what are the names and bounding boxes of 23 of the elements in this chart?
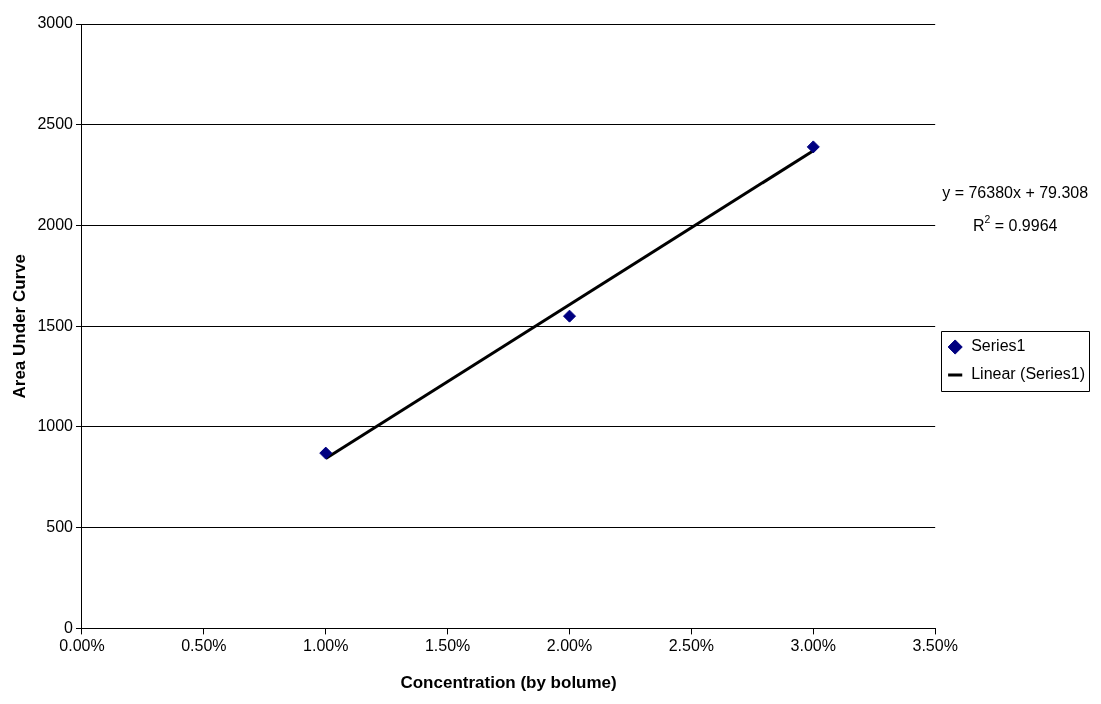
- x-tick-label: 0.50%: [181, 637, 227, 655]
- x-tick-label: 1.50%: [424, 637, 471, 655]
- legend-label: Linear (Series1): [971, 365, 1085, 383]
- y-tick-label: 2000: [37, 215, 74, 233]
- y-tick-label: 2500: [37, 115, 74, 133]
- x-tick-label: 2.00%: [546, 637, 593, 655]
- point: [563, 309, 577, 323]
- y-tick-label: 1500: [37, 316, 74, 334]
- y-tick-label: 3000: [37, 14, 74, 32]
- point: [319, 446, 333, 460]
- legend-label: Series1: [971, 337, 1026, 355]
- text: y = 76380x + 79.308: [942, 184, 1089, 202]
- x-axis-title: Concentration (by bolume): [400, 673, 617, 693]
- x-tick-label: 2.50%: [668, 637, 715, 655]
- x-tick-label: 3.00%: [790, 637, 836, 655]
- y-tick-label: 0: [64, 618, 74, 636]
- y-tick-label: 500: [46, 518, 74, 536]
- x-tick-label: 3.50%: [912, 637, 958, 655]
- x-tick-label: 0.00%: [59, 637, 105, 655]
- y-axis-title: Area Under Curve: [9, 253, 29, 399]
- x-tick-label: 1.00%: [303, 637, 349, 655]
- point: [806, 140, 820, 154]
- y-tick-label: 1000: [37, 417, 74, 435]
